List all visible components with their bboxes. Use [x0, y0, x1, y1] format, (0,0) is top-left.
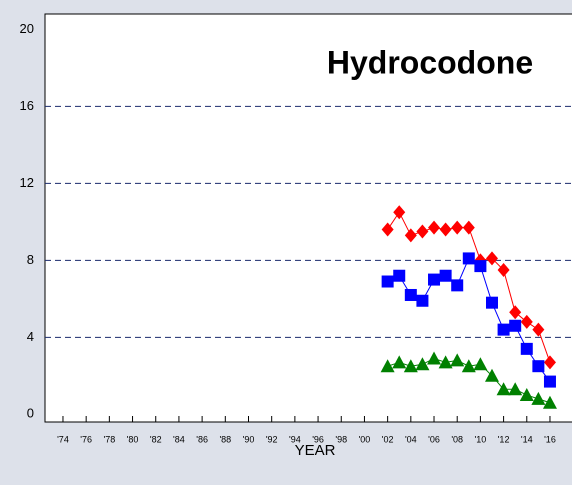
- marker: [404, 228, 417, 243]
- marker: [415, 357, 430, 371]
- marker: [509, 319, 522, 332]
- marker: [485, 296, 498, 309]
- marker: [427, 351, 442, 365]
- y-tick-label: 4: [27, 329, 34, 344]
- x-tick-label: '14: [521, 434, 533, 444]
- x-tick-label: '00: [359, 434, 371, 444]
- marker: [393, 269, 406, 282]
- chart-title: Hydrocodone: [327, 44, 533, 80]
- x-tick-label: '10: [475, 434, 487, 444]
- x-tick-label: '88: [219, 434, 231, 444]
- x-tick-label: '86: [196, 434, 208, 444]
- marker: [438, 355, 453, 369]
- marker: [497, 262, 510, 277]
- marker: [474, 260, 487, 273]
- plot-area: [44, 13, 572, 423]
- marker: [543, 355, 556, 370]
- marker: [508, 382, 523, 396]
- x-axis-label: YEAR: [295, 442, 336, 459]
- marker: [404, 288, 417, 301]
- x-tick-label: '02: [382, 434, 394, 444]
- marker: [520, 314, 533, 329]
- marker: [462, 252, 475, 265]
- x-tick-label: '12: [498, 434, 510, 444]
- marker: [428, 220, 441, 235]
- marker: [462, 220, 475, 235]
- x-tick-label: '84: [173, 434, 185, 444]
- marker: [450, 353, 465, 367]
- marker: [392, 355, 407, 369]
- x-tick-label: '06: [428, 434, 440, 444]
- marker: [532, 360, 545, 373]
- marker: [416, 294, 429, 307]
- marker: [451, 220, 464, 235]
- marker: [380, 359, 395, 373]
- x-tick-label: '78: [103, 434, 115, 444]
- x-tick-label: '94: [289, 434, 301, 444]
- x-tick-label: '08: [451, 434, 463, 444]
- marker: [451, 279, 464, 292]
- y-tick-label: 12: [20, 175, 34, 190]
- marker: [473, 357, 488, 371]
- marker: [543, 375, 556, 388]
- marker: [497, 323, 510, 336]
- marker: [484, 368, 499, 382]
- marker: [416, 224, 429, 239]
- y-tick-label: 0: [27, 406, 34, 421]
- marker: [542, 395, 557, 409]
- x-tick-label: '82: [150, 434, 162, 444]
- marker: [439, 269, 452, 282]
- marker: [531, 391, 546, 405]
- y-tick-label: 16: [20, 98, 34, 113]
- marker: [520, 342, 533, 355]
- marker: [381, 275, 394, 288]
- marker: [461, 359, 476, 373]
- x-tick-label: '90: [243, 434, 255, 444]
- x-tick-label: '80: [127, 434, 139, 444]
- marker: [381, 222, 394, 237]
- x-tick-label: '16: [544, 434, 556, 444]
- y-tick-label: 8: [27, 252, 34, 267]
- marker: [439, 222, 452, 237]
- marker: [485, 251, 498, 266]
- marker: [532, 322, 545, 337]
- marker: [519, 388, 534, 402]
- x-tick-label: '76: [80, 434, 92, 444]
- x-tick-label: '98: [335, 434, 347, 444]
- y-tick-label: 20: [20, 21, 34, 36]
- marker: [496, 382, 511, 396]
- marker: [393, 205, 406, 220]
- x-tick-label: '92: [266, 434, 278, 444]
- x-tick-label: '96: [312, 434, 324, 444]
- marker: [428, 273, 441, 286]
- x-tick-label: '74: [57, 434, 69, 444]
- marker: [403, 359, 418, 373]
- x-tick-label: '04: [405, 434, 417, 444]
- marker: [509, 305, 522, 320]
